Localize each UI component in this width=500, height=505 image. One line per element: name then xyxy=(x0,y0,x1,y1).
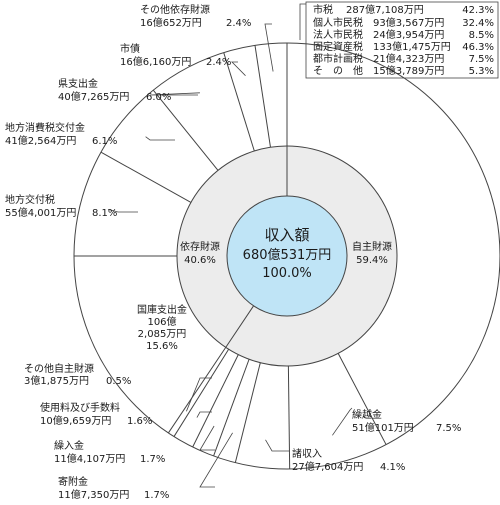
segment-divider xyxy=(337,353,387,445)
label-fees-amount: 10億9,659万円 xyxy=(40,414,111,427)
breakdown-row-pct: 32.4% xyxy=(462,18,494,29)
breakdown-header-amount: 287億7,108万円 xyxy=(346,3,424,16)
breakdown-row-pct: 8.5% xyxy=(469,30,494,41)
leader-line xyxy=(265,439,290,452)
breakdown-box xyxy=(305,1,499,79)
inner-divider xyxy=(225,305,255,348)
label-fees-name: 使用料及び手数料 xyxy=(40,401,120,414)
label-national-treasury-pct: 15.6% xyxy=(146,341,178,352)
leader-line xyxy=(264,23,274,72)
segment-divider xyxy=(234,362,261,463)
leader-lines xyxy=(107,1,499,488)
label-allocation-tax-pct: 8.1% xyxy=(92,208,117,219)
inner-pct-dependent-revenue: 40.6% xyxy=(184,255,216,266)
label-carryover-amount: 51億101万円 xyxy=(352,421,414,434)
segment-divider xyxy=(100,151,192,203)
label-other-own-amount: 3億1,875万円 xyxy=(24,374,89,387)
inner-label-own-revenue: 自主財源 xyxy=(352,240,392,253)
label-donations-pct: 1.7% xyxy=(144,490,169,501)
city-tax-breakdown: 市税 287億7,108万円 42.3% 個人市民税 93億3,567万円 32… xyxy=(313,3,494,77)
segment-divider xyxy=(287,365,291,469)
breakdown-row-amount: 133億1,475万円 xyxy=(373,40,451,53)
breakdown-row-amount: 15億3,789万円 xyxy=(373,64,444,77)
label-prefectural-amount: 40億7,265万円 xyxy=(58,90,129,103)
label-misc-income-amount: 27億7,604万円 xyxy=(292,460,363,473)
donut-rings xyxy=(73,42,500,470)
leader-line xyxy=(332,407,353,436)
label-consumption-tax-name: 地方消費税交付金 xyxy=(5,121,85,134)
leader-line xyxy=(196,411,212,418)
label-other-own-pct: 0.5% xyxy=(106,376,131,387)
breakdown-row-pct: 46.3% xyxy=(462,42,494,53)
center-total: 680億531万円 xyxy=(243,247,332,263)
label-allocation-tax-name: 地方交付税 xyxy=(5,193,55,206)
breakdown-row-name: 都市計画税 xyxy=(313,52,363,65)
label-bonds-name: 市債 xyxy=(120,42,140,55)
label-misc-income-name: 諸収入 xyxy=(292,447,322,460)
leader-line xyxy=(149,92,200,96)
label-misc-income-pct: 4.1% xyxy=(380,462,405,473)
label-donations-name: 寄附金 xyxy=(58,475,88,488)
breakdown-row-name: 個人市民税 xyxy=(313,16,363,29)
leader-line xyxy=(199,432,233,488)
label-other-own-name: その他自主財源 xyxy=(24,362,94,375)
inner-pct-own-revenue: 59.4% xyxy=(356,255,388,266)
label-consumption-tax-pct: 6.1% xyxy=(92,136,117,147)
leader-line xyxy=(107,209,138,213)
leader-line xyxy=(186,377,212,412)
breakdown-row-name: そ の 他 xyxy=(313,64,363,77)
label-bonds-pct: 2.4% xyxy=(206,57,231,68)
leader-line xyxy=(199,425,215,451)
breakdown-row-pct: 7.5% xyxy=(469,54,494,65)
segment-divider xyxy=(192,354,239,448)
breakdown-header-pct: 42.3% xyxy=(462,5,494,16)
center-percent: 100.0% xyxy=(262,266,312,281)
segment-divider xyxy=(254,45,271,148)
leader-line xyxy=(231,61,246,76)
label-fees-pct: 1.6% xyxy=(127,416,152,427)
breakdown-row-name: 法人市民税 xyxy=(313,28,363,41)
label-carryover-name: 繰越金 xyxy=(352,408,382,421)
label-transfers-in-name: 繰入金 xyxy=(54,439,84,452)
breakdown-row-name: 固定資産税 xyxy=(313,40,363,53)
breakdown-row-amount: 21億4,323万円 xyxy=(373,52,444,65)
label-transfers-in-amount: 11億4,107万円 xyxy=(54,452,125,465)
segment-divider xyxy=(213,359,250,457)
segment-divider xyxy=(173,348,230,437)
segment-divider xyxy=(152,89,219,171)
label-donations-amount: 11億7,350万円 xyxy=(58,488,129,501)
breakdown-leader xyxy=(299,3,306,40)
label-national-treasury-name: 国庫支出金 xyxy=(137,303,187,316)
label-prefectural-name: 県支出金 xyxy=(58,77,98,90)
center-title: 収入額 xyxy=(264,226,309,244)
leader-line xyxy=(145,136,175,141)
breakdown-row-amount: 93億3,567万円 xyxy=(373,16,444,29)
breakdown-row-amount: 24億3,954万円 xyxy=(373,28,444,41)
label-other-dependent-name: その他依存財源 xyxy=(140,3,210,16)
label-allocation-tax-amount: 55億4,001万円 xyxy=(5,206,76,219)
label-national-treasury-amount-1: 106億 xyxy=(147,315,176,328)
label-bonds-amount: 16億6,160万円 xyxy=(120,55,191,68)
label-national-treasury-amount-2: 2,085万円 xyxy=(138,329,187,340)
label-transfers-in-pct: 1.7% xyxy=(140,454,165,465)
label-prefectural-pct: 6.0% xyxy=(146,92,171,103)
segment-divider xyxy=(223,52,255,152)
segment-divider xyxy=(167,347,227,434)
breakdown-header-name: 市税 xyxy=(313,3,333,16)
label-other-dependent-pct: 2.4% xyxy=(226,18,251,29)
label-carryover-pct: 7.5% xyxy=(436,423,461,434)
label-consumption-tax-amount: 41億2,564万円 xyxy=(5,134,76,147)
inner-label-dependent-revenue: 依存財源 xyxy=(180,240,220,253)
breakdown-row-pct: 5.3% xyxy=(469,66,494,77)
label-other-dependent-amount: 16億652万円 xyxy=(140,16,202,29)
